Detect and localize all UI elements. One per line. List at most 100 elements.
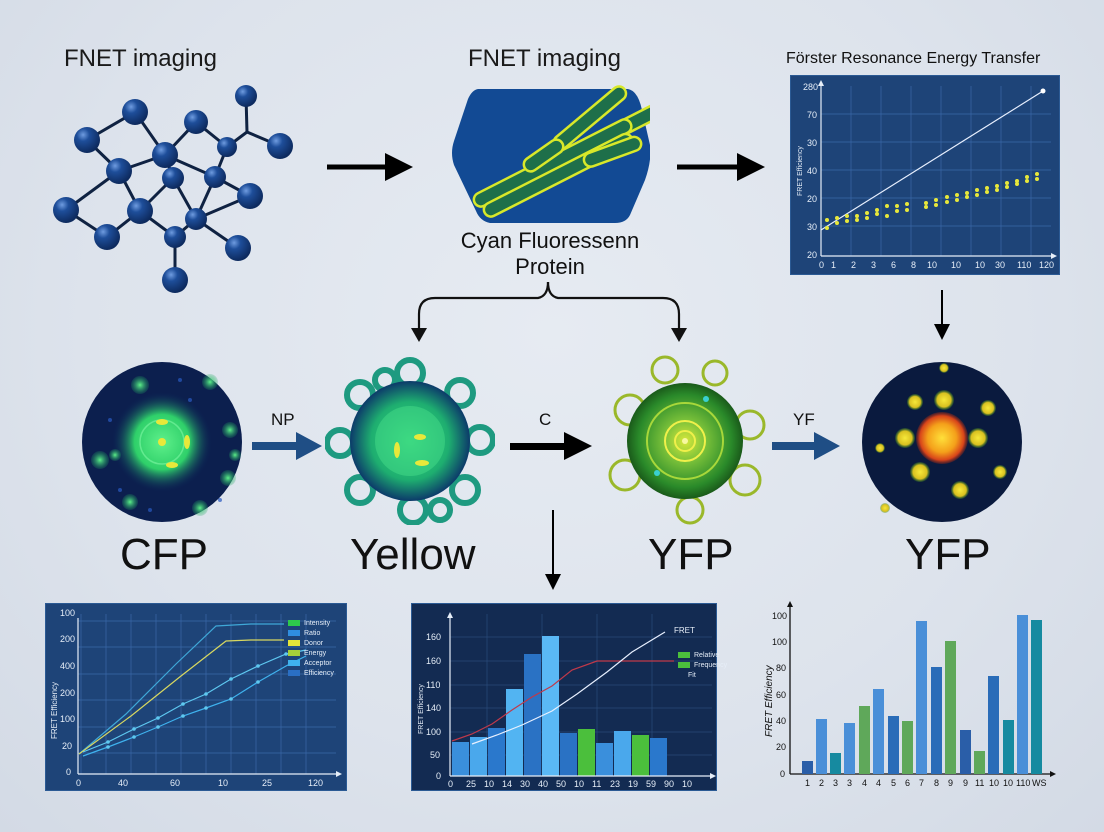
legend-swatch: [288, 650, 300, 656]
y-tick: 40: [807, 166, 818, 176]
legend-swatch: [288, 620, 300, 626]
x-tick: 60: [170, 778, 181, 788]
legend-item: Acceptor: [288, 658, 334, 668]
x-tick: 4: [876, 778, 882, 788]
legend-label: Relative: [694, 651, 720, 659]
arrow-right-icon: [677, 153, 765, 181]
x-tick: 90: [664, 779, 675, 789]
x-tick: 10: [682, 779, 693, 789]
x-tick: 6: [891, 260, 897, 270]
stage-label-yellow: Yellow: [350, 530, 476, 579]
arrow-label-c: C: [539, 410, 552, 429]
legend-item: Frequency: [678, 660, 727, 670]
legend-swatch: [678, 652, 690, 658]
arrow-down-icon: [545, 510, 561, 590]
y-axis-label: FRET Efficiency: [418, 684, 425, 734]
arrow-right-blue-icon: [252, 432, 322, 460]
y-tick: 200: [60, 688, 76, 698]
fret-line-plot: [77, 614, 342, 777]
stage-label-cfp: CFP: [120, 530, 208, 579]
legend-item: Energy: [288, 648, 334, 658]
x-tick: 40: [118, 778, 129, 788]
yfp-fluorescence-disc: [862, 362, 1022, 522]
legend-item: Donor: [288, 638, 334, 648]
y-tick: 0: [436, 771, 442, 781]
x-tick: 5: [891, 778, 897, 788]
efficiency-bars: [802, 615, 1042, 774]
fret-efficiency-bar-plot: [787, 601, 1056, 777]
legend-swatch: [678, 662, 690, 668]
x-tick: 1: [831, 260, 837, 270]
y-tick: 20: [807, 194, 818, 204]
y-tick: 70: [807, 110, 818, 120]
x-tick: 0: [819, 260, 825, 270]
x-tick: 30: [520, 779, 531, 789]
y-tick: 200: [60, 634, 76, 644]
legend-label: Energy: [304, 649, 327, 657]
y-tick: 50: [430, 750, 441, 760]
split-brace-arrows-icon: [411, 281, 687, 342]
y-axis-label: FRET Efficiency: [797, 146, 804, 196]
x-tick: 7: [919, 778, 925, 788]
y-tick: 100: [60, 714, 76, 724]
x-tick: 3: [871, 260, 877, 270]
x-tick: 11: [975, 778, 985, 788]
y-tick: 100: [426, 727, 442, 737]
x-tick: 59: [646, 779, 657, 789]
y-tick: 20: [807, 250, 818, 260]
molecule-network-icon: [53, 85, 293, 293]
fret-histogram-chart: FRET 160 160 110 140 100 50 0 FRET Effic…: [411, 603, 727, 791]
x-tick: 10: [574, 779, 585, 789]
legend-swatch: [288, 630, 300, 636]
x-tick: 9: [963, 778, 969, 788]
yellow-cell-blob: [325, 357, 495, 525]
microscopy-title: FNET imaging: [468, 45, 621, 72]
x-tick: 10: [484, 779, 495, 789]
legend-item: Efficiency: [288, 668, 334, 678]
fret-scatter-chart: 280 70 30 40 20 30 20 FRET Efficiency 0 …: [790, 75, 1060, 275]
chart-legend: Intensity Ratio Donor Energy Acceptor Ef…: [288, 618, 334, 678]
y-axis-label: FRET Efficiency: [764, 665, 775, 737]
yfp-cell-blob: [608, 355, 766, 525]
y-tick: 0: [780, 769, 786, 779]
x-tick: 2: [851, 260, 857, 270]
arrow-down-icon: [934, 290, 950, 340]
y-tick: 30: [807, 138, 818, 148]
fluorescent-cells-image: [452, 85, 650, 223]
histogram-title: FRET: [674, 626, 695, 635]
x-tick: 120: [308, 778, 324, 788]
y-tick: 80: [776, 663, 787, 673]
legend-label: Efficiency: [304, 669, 334, 677]
cfp-fluorescence-disc: [82, 362, 242, 522]
y-tick: 400: [60, 661, 76, 671]
x-tick: 8: [911, 260, 917, 270]
x-tick: 6: [905, 778, 911, 788]
legend-label: Ratio: [304, 629, 321, 637]
y-tick: 40: [776, 716, 787, 726]
y-axis-label: FRET Efficiency: [50, 681, 59, 739]
y-tick: 100: [60, 608, 76, 618]
legend-item: Fit: [678, 670, 727, 680]
x-tick: 120: [1039, 260, 1055, 270]
caption-line-2: Protein: [515, 254, 585, 279]
x-tick: 3: [847, 778, 853, 788]
x-tick: WS: [1032, 778, 1047, 788]
x-tick: 19: [628, 779, 639, 789]
legend-label: Intensity: [304, 619, 331, 627]
x-tick: 0: [448, 779, 454, 789]
legend-item: Relative: [678, 650, 727, 660]
legend-label: Acceptor: [304, 659, 332, 667]
legend-swatch: [678, 672, 684, 678]
caption-line-1: Cyan Fluoressenn: [460, 228, 640, 253]
x-tick: 25: [466, 779, 477, 789]
y-tick: 140: [426, 703, 442, 713]
x-tick: 110: [1017, 260, 1032, 270]
stage-label-yfp-1: YFP: [648, 530, 734, 579]
legend-swatch: [288, 670, 300, 676]
x-tick: 11: [592, 779, 602, 789]
legend-label: Donor: [304, 639, 324, 647]
x-tick: 4: [862, 778, 868, 788]
x-tick: 30: [995, 260, 1006, 270]
x-tick: 10: [989, 778, 1000, 788]
arrow-right-icon: [327, 153, 413, 181]
